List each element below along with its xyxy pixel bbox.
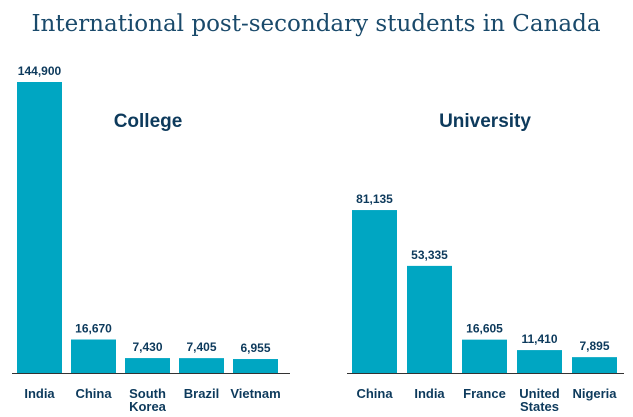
bar-1-0 <box>352 210 397 373</box>
category-label-1-3: United <box>519 386 560 401</box>
data-label-0-4: 6,955 <box>240 341 270 355</box>
bar-1-2 <box>462 339 507 373</box>
university-panel-title: University <box>439 111 531 132</box>
bar-0-0 <box>17 82 62 373</box>
data-label-1-4: 7,895 <box>579 339 609 353</box>
category-label-1-4: Nigeria <box>572 386 617 401</box>
bar-1-4 <box>572 357 617 373</box>
data-label-0-3: 7,405 <box>186 340 216 354</box>
bar-0-2 <box>125 358 170 373</box>
data-label-1-3: 11,410 <box>521 332 557 346</box>
category-label-0-0: India <box>24 386 55 401</box>
bar-0-3 <box>179 358 224 373</box>
category-label-1-3: States <box>520 399 559 414</box>
category-label-0-1: China <box>75 386 112 401</box>
college-panel-title: College <box>114 111 183 132</box>
bar-1-3 <box>517 350 562 373</box>
category-label-1-2: France <box>463 386 506 401</box>
category-label-1-0: China <box>356 386 393 401</box>
chart-title: International post-secondary students in… <box>31 11 600 37</box>
data-label-1-1: 53,335 <box>411 248 448 262</box>
data-label-1-0: 81,135 <box>356 192 393 206</box>
bar-0-4 <box>233 359 278 373</box>
college-panel: College 144,900 India 16,670 China 7,430 Sout… <box>12 64 290 414</box>
category-label-0-3: Brazil <box>184 386 219 401</box>
data-label-0-2: 7,430 <box>132 340 162 354</box>
bar-0-1 <box>71 339 116 373</box>
category-label-0-4: Vietnam <box>230 386 280 401</box>
data-label-0-0: 144,900 <box>18 64 62 78</box>
category-label-1-1: India <box>414 386 445 401</box>
data-label-1-2: 16,605 <box>466 322 503 336</box>
data-label-0-1: 16,670 <box>75 322 112 336</box>
university-panel: University 81,135 China 53,335 India 16,605 F… <box>347 111 624 414</box>
category-label-0-2: Korea <box>129 399 167 414</box>
category-label-0-2: South <box>129 386 166 401</box>
bar-1-1 <box>407 265 452 373</box>
